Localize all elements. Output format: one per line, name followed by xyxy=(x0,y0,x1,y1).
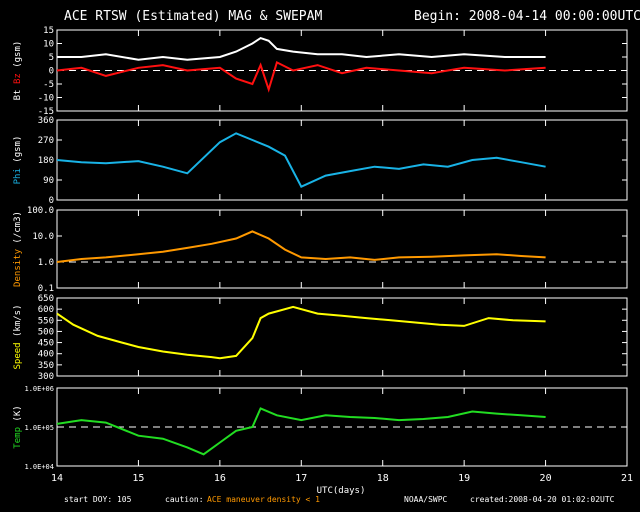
y-tick-label: 270 xyxy=(38,136,54,146)
y-tick-label: 5 xyxy=(49,53,54,63)
y-tick-label: 450 xyxy=(38,339,54,349)
y-tick-label: 100.0 xyxy=(27,206,54,216)
y-axis-label-part: Density xyxy=(13,248,23,287)
panel-frame xyxy=(56,209,628,289)
y-tick-label: 1.0E+04 xyxy=(24,463,54,471)
series-bt xyxy=(57,36,546,61)
series-density xyxy=(56,230,546,263)
y-tick-label: 1.0 xyxy=(38,258,54,268)
y-tick-label: 500 xyxy=(38,327,54,337)
series-temp xyxy=(56,407,546,456)
panel-temp: 1.0E+06 1.0E+05 1.0E+04 Temp (K) xyxy=(13,385,628,471)
x-tick-label: 17 xyxy=(295,473,307,484)
y-axis-label-part: (km/s) xyxy=(13,304,23,342)
y-tick-label: 650 xyxy=(38,294,54,304)
series-phi xyxy=(56,132,546,189)
density-note: density < 1 xyxy=(267,495,320,504)
caution-label: caution: xyxy=(165,495,204,504)
y-axis-label-part: Temp xyxy=(13,427,23,449)
panel-frame xyxy=(56,297,628,377)
y-axis-label-part: (K) xyxy=(13,405,23,427)
y-tick-label: 360 xyxy=(38,116,54,126)
series-speed xyxy=(56,305,546,360)
figure-title: ACE RTSW (Estimated) MAG & SWEPAM xyxy=(64,9,323,24)
x-tick-label: 14 xyxy=(51,473,63,484)
y-axis-label-part: Phi xyxy=(13,168,23,184)
x-tick-label: 15 xyxy=(132,473,144,484)
x-tick-label: 20 xyxy=(540,473,552,484)
org-label: NOAA/SWPC xyxy=(404,495,448,504)
y-tick-label: 400 xyxy=(38,350,54,360)
y-tick-label: -10 xyxy=(38,94,54,104)
x-tick-label: 21 xyxy=(621,473,633,484)
x-axis-label: UTC(days) xyxy=(317,486,366,496)
y-tick-label: 180 xyxy=(38,156,54,166)
y-tick-label: 10.0 xyxy=(32,232,54,242)
y-tick-label: -5 xyxy=(43,80,54,90)
created-timestamp: created:2008-04-20 01:02:02UTC xyxy=(470,495,615,504)
y-tick-label: 15 xyxy=(43,26,54,36)
x-tick-label: 19 xyxy=(458,473,470,484)
y-axis-label: Density (/cm3) xyxy=(13,211,23,287)
begin-timestamp: Begin: 2008-04-14 00:00:00UTC xyxy=(414,9,640,24)
y-axis-label: Phi (gsm) xyxy=(13,136,23,185)
y-axis-label-part: Bt xyxy=(13,89,23,100)
y-tick-label: 10 xyxy=(43,40,54,50)
start-doy: start DOY: 105 xyxy=(64,495,132,504)
y-tick-label: -15 xyxy=(38,107,54,117)
y-axis-label: Speed (km/s) xyxy=(13,304,23,369)
y-axis-label-part: (gsm) xyxy=(13,41,23,74)
y-tick-label: 600 xyxy=(38,305,54,315)
y-axis-label-part: Bz xyxy=(13,73,23,89)
y-tick-label: 1.0E+06 xyxy=(24,385,54,393)
y-tick-label: 0 xyxy=(49,196,54,206)
x-tick-label: 18 xyxy=(377,473,389,484)
series-bz xyxy=(56,60,546,93)
y-axis-label: Temp (K) xyxy=(13,405,23,448)
y-tick-label: 550 xyxy=(38,316,54,326)
y-tick-label: 0 xyxy=(49,67,54,77)
y-axis-label-part: Speed xyxy=(13,342,23,369)
panel-phi: 360 270 180 90 0 Phi (gsm) xyxy=(13,116,628,206)
y-tick-label: 300 xyxy=(38,372,54,382)
y-axis-label: Bt Bz (gsm) xyxy=(13,41,23,101)
maneuver-note: ACE maneuver xyxy=(207,495,265,504)
panel-density: 100.0 10.0 1.0 0.1 Density (/cm3) xyxy=(13,206,628,294)
y-tick-label: 0.1 xyxy=(38,284,54,294)
y-axis-label-part: (gsm) xyxy=(13,136,23,169)
y-axis-label-part: (/cm3) xyxy=(13,211,23,249)
panel-mag: 15 10 5 0 -5 -10 -15 Bt Bz (gsm) xyxy=(13,26,628,117)
y-tick-label: 90 xyxy=(43,176,54,186)
x-tick-label: 16 xyxy=(214,473,226,484)
panel-frame xyxy=(56,119,628,201)
y-tick-label: 350 xyxy=(38,361,54,371)
y-tick-label: 1.0E+05 xyxy=(24,424,54,432)
